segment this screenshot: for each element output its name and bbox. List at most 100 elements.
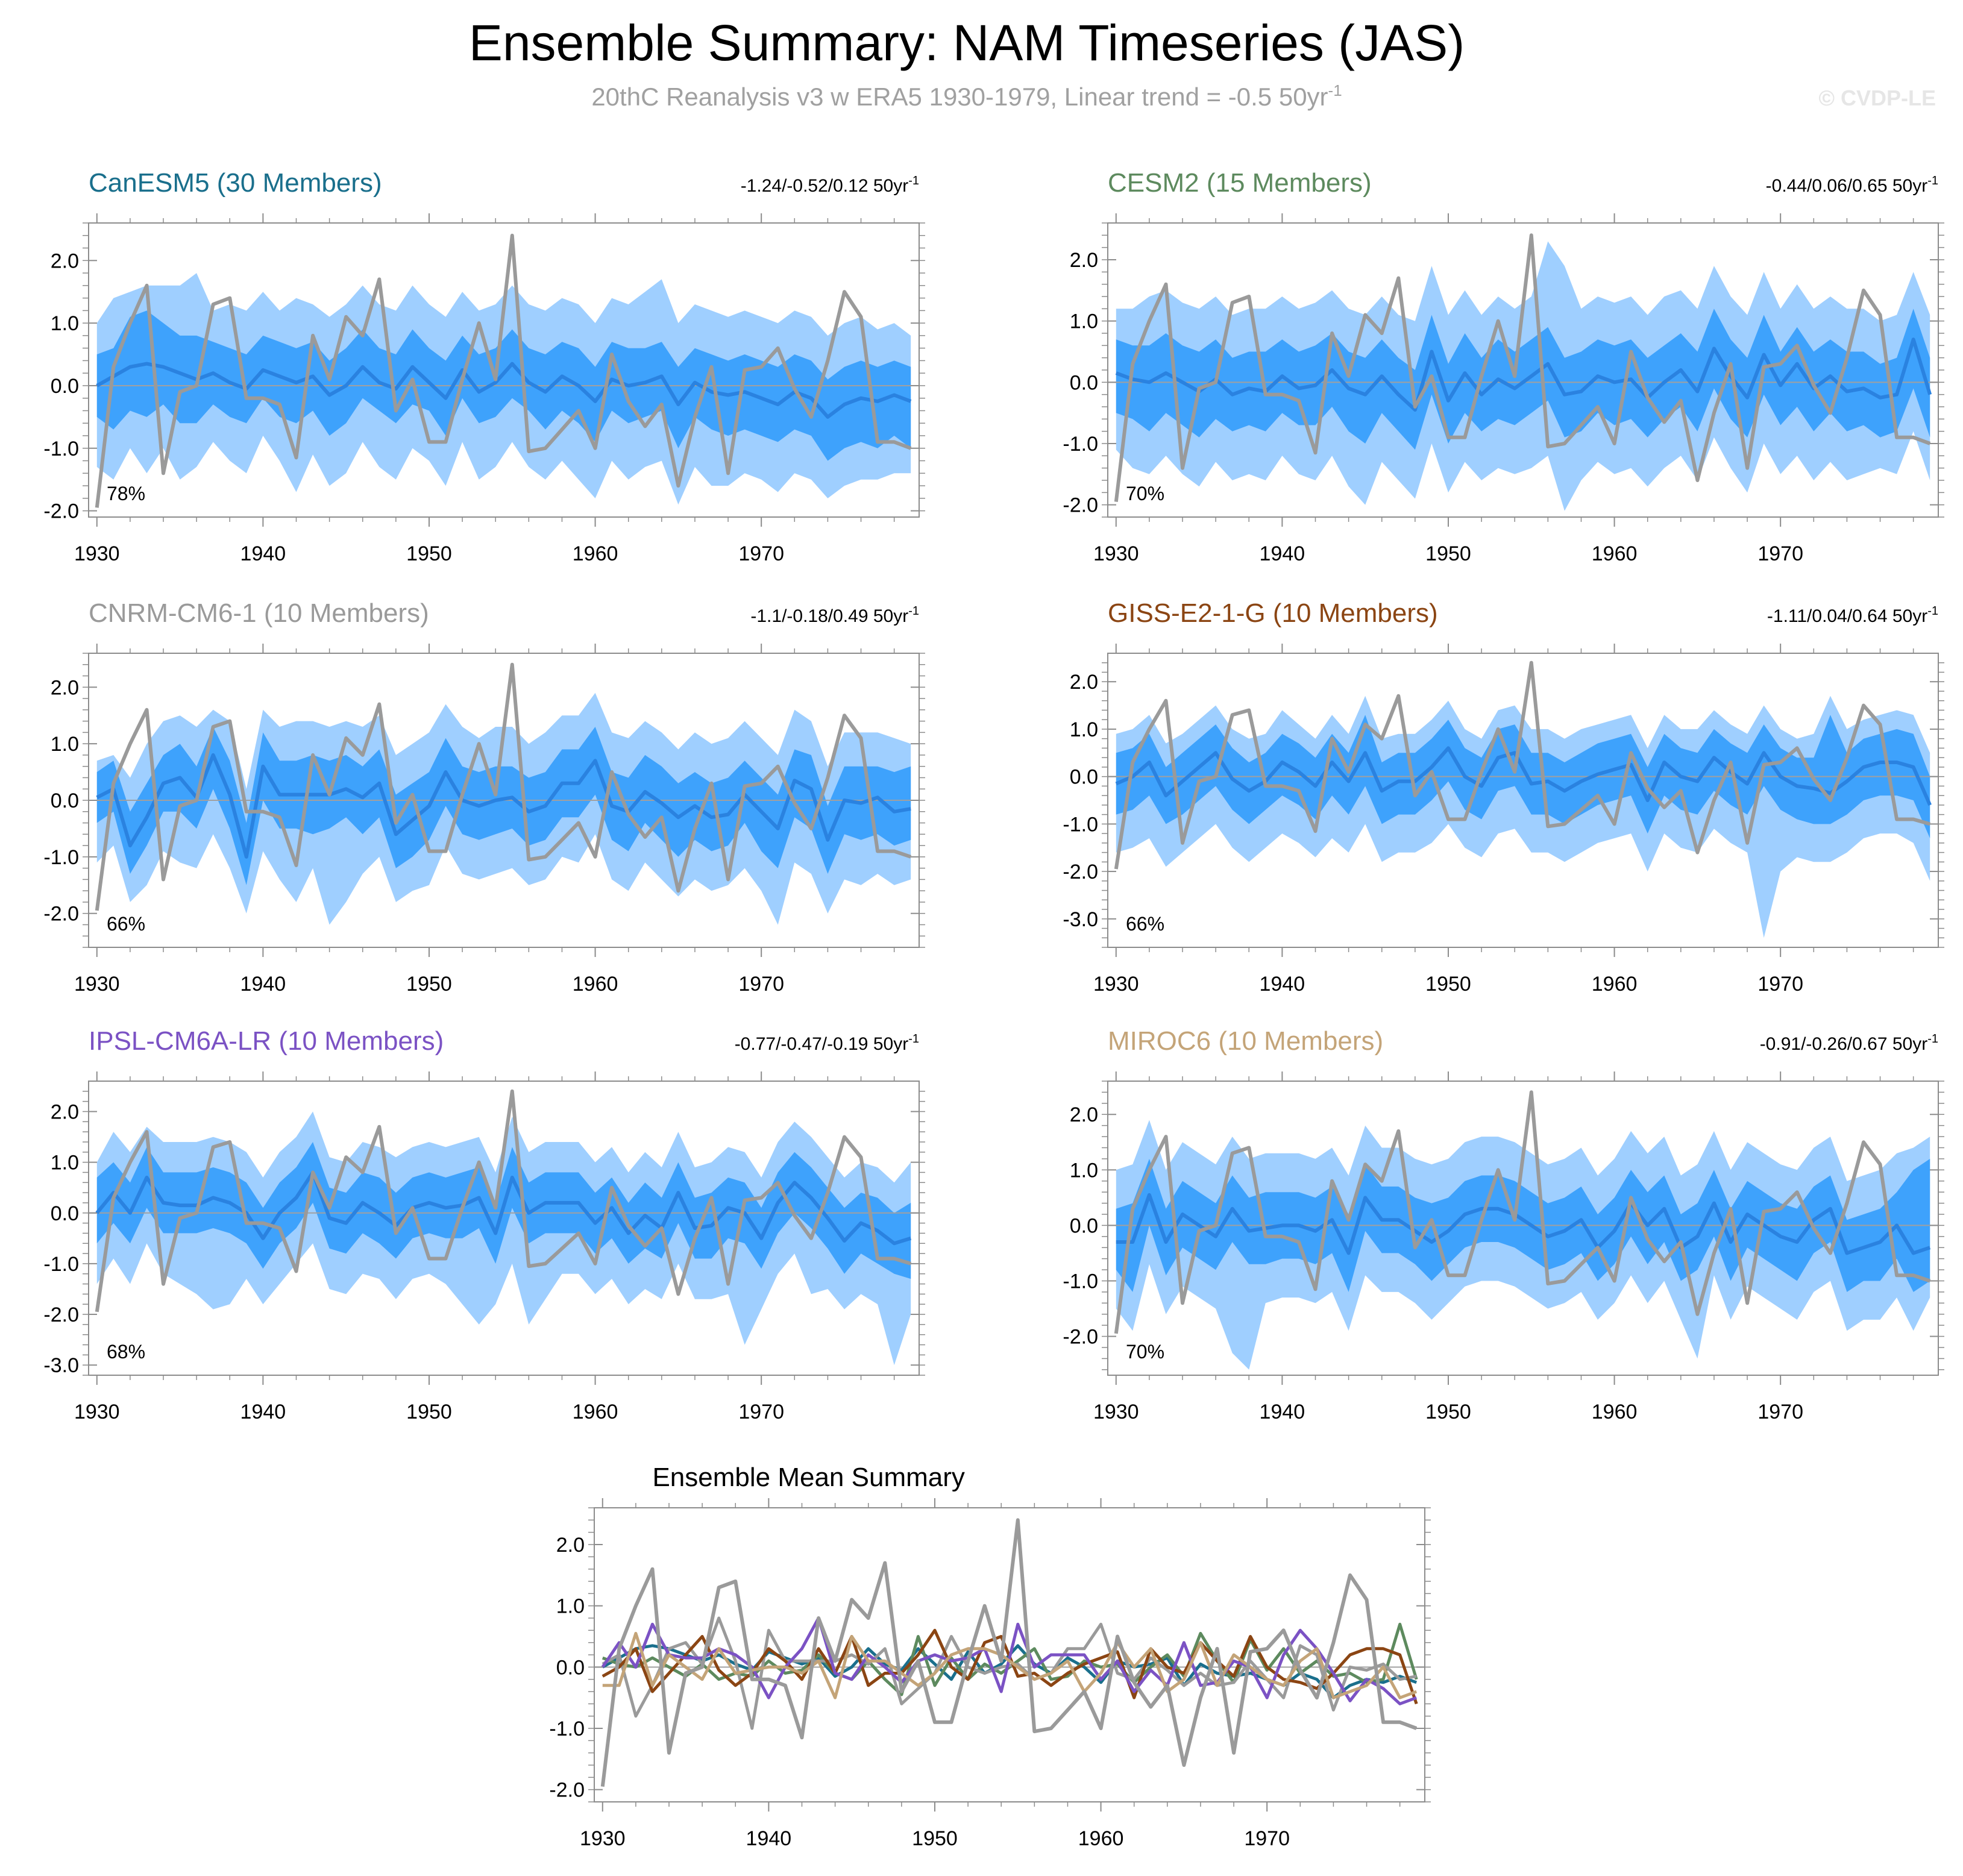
x-tick-label: 1970 (738, 1401, 784, 1423)
y-tick-label: 1.0 (51, 1152, 79, 1175)
x-tick-label: 1960 (1592, 542, 1638, 565)
ensemble-mean-line-miroc6 (602, 1631, 1418, 1699)
y-tick-label: 1.0 (51, 733, 79, 756)
y-tick-label: -1.0 (1063, 433, 1098, 456)
x-tick-label: 1960 (1078, 1827, 1124, 1850)
observed-line (1114, 660, 1931, 870)
y-tick-label: -2.0 (1063, 861, 1098, 883)
y-tick-label: 2.0 (1070, 1103, 1098, 1126)
trend-range-superscript: -1 (1927, 1032, 1938, 1046)
y-tick-label: 2.0 (556, 1534, 585, 1557)
y-tick-label: -1.0 (549, 1718, 585, 1740)
y-tick-label: 1.0 (556, 1595, 585, 1618)
y-tick-label: -2.0 (1063, 494, 1098, 517)
y-tick-label: 2.0 (51, 1100, 79, 1123)
panel-cesm2-15-members: -2.0 -1.0 0.0 1.0 2.0 1930 1940 1950 1960 1970 CES… (1063, 168, 1944, 565)
x-tick-label: 1940 (1260, 1401, 1305, 1423)
y-tick-label: -3.0 (1063, 908, 1098, 931)
y-tick-label: -1.0 (1063, 1270, 1098, 1293)
trend-range-text: -0.44/0.06/0.65 50yr (1766, 176, 1928, 196)
plot-area (89, 662, 919, 925)
observed-line (600, 1518, 1418, 1787)
x-tick-label: 1930 (74, 1401, 120, 1423)
panels-group: -2.0 -1.0 0.0 1.0 2.0 1930 1940 1950 1960 1970 Can… (43, 168, 1944, 1850)
plot-frame (1107, 653, 1939, 948)
x-tick-label: 1930 (74, 973, 120, 996)
y-tick-label: 0.0 (51, 1202, 79, 1225)
x-tick-label: 1960 (1592, 973, 1638, 996)
trend-range-text: -1.1/-0.18/0.49 50yr (750, 606, 908, 626)
trend-range-label: -0.77/-0.47/-0.19 50yr-1 (735, 1032, 919, 1054)
figure-subtitle-text: 20thC Reanalysis v3 w ERA5 1930-1979, Li… (591, 83, 1328, 111)
x-tick-label: 1960 (1592, 1401, 1638, 1423)
panel-title: IPSL-CM6A-LR (10 Members) (89, 1026, 444, 1056)
trend-range-superscript: -1 (908, 174, 919, 187)
y-tick-label: -1.0 (43, 438, 79, 460)
y-tick-label: -3.0 (43, 1354, 79, 1377)
trend-range-text: -0.91/-0.26/0.67 50yr (1760, 1034, 1928, 1054)
ensemble-mean-line-ipsl-cm6a-lr (601, 1616, 1418, 1705)
panel-giss-e2-1-g-10-members: -3.0 -2.0 -1.0 0.0 1.0 2.0 1930 1940 1950 1960 197… (1063, 598, 1944, 996)
x-tick-label: 1950 (1425, 542, 1471, 565)
panel-title: GISS-E2-1-G (10 Members) (1108, 598, 1438, 628)
x-tick-label: 1940 (1260, 542, 1305, 565)
spread-band-inner (96, 727, 911, 885)
x-tick-label: 1930 (1093, 1401, 1139, 1423)
x-tick-label: 1940 (240, 542, 286, 565)
trend-range-label: -1.11/0.04/0.64 50yr-1 (1767, 604, 1938, 626)
percent-label: 66% (107, 913, 145, 935)
x-tick-label: 1950 (406, 1401, 452, 1423)
x-tick-label: 1950 (406, 542, 452, 565)
panel-canesm5-30-members: -2.0 -1.0 0.0 1.0 2.0 1930 1940 1950 1960 1970 Can… (43, 168, 925, 565)
x-tick-label: 1960 (573, 542, 618, 565)
plot-area (594, 1518, 1425, 1787)
x-tick-label: 1970 (1757, 542, 1803, 565)
x-tick-label: 1940 (1260, 973, 1305, 996)
x-tick-label: 1930 (580, 1827, 626, 1850)
panel-ensemble-mean-summary: -2.0 -1.0 0.0 1.0 2.0 1930 1940 1950 1960 1970 Ens… (549, 1463, 1431, 1850)
plot-area (1108, 233, 1938, 511)
x-tick-label: 1930 (1093, 542, 1139, 565)
plot-area (1108, 660, 1938, 938)
y-tick-label: -1.0 (43, 846, 79, 869)
x-tick-label: 1970 (738, 973, 784, 996)
y-tick-label: 0.0 (1070, 766, 1098, 789)
y-tick-label: 1.0 (1070, 1159, 1098, 1182)
credit-watermark: © CVDP-LE (1818, 86, 1936, 110)
trend-range-label: -0.91/-0.26/0.67 50yr-1 (1760, 1032, 1938, 1054)
y-tick-label: 2.0 (1070, 249, 1098, 272)
trend-range-superscript: -1 (1927, 174, 1938, 187)
y-tick-label: -2.0 (43, 1303, 79, 1326)
plot-area (89, 233, 919, 508)
percent-label: 66% (1126, 913, 1164, 935)
observed-line (95, 662, 912, 911)
x-tick-label: 1950 (1425, 1401, 1471, 1423)
panel-title: CNRM-CM6-1 (10 Members) (89, 598, 429, 628)
trend-range-label: -0.44/0.06/0.65 50yr-1 (1766, 174, 1938, 196)
trend-range-text: -1.11/0.04/0.64 50yr (1767, 606, 1927, 626)
x-tick-label: 1970 (1244, 1827, 1290, 1850)
x-tick-label: 1970 (1757, 973, 1803, 996)
ensemble-mean-line (96, 362, 912, 419)
ensemble-mean-line (96, 753, 911, 859)
x-tick-label: 1950 (1425, 973, 1471, 996)
panel-miroc6-10-members: -2.0 -1.0 0.0 1.0 2.0 1930 1940 1950 1960 1970 MIR… (1063, 1026, 1944, 1423)
y-tick-label: -2.0 (43, 903, 79, 926)
y-tick-label: 0.0 (1070, 1214, 1098, 1237)
x-tick-label: 1950 (912, 1827, 958, 1850)
y-tick-label: 0.0 (51, 375, 79, 398)
ensemble-mean-line (95, 1170, 912, 1246)
percent-label: 70% (1126, 1341, 1164, 1363)
observed-line (95, 1089, 912, 1313)
plot-area (1108, 1090, 1938, 1370)
x-tick-label: 1960 (573, 973, 618, 996)
ensemble-mean-line (1115, 746, 1932, 806)
trend-range-superscript: -1 (908, 1032, 919, 1046)
trend-range-text: -1.24/-0.52/0.12 50yr (741, 176, 909, 196)
trend-range-text: -0.77/-0.47/-0.19 50yr (735, 1034, 909, 1054)
figure-subtitle-superscript: -1 (1328, 81, 1342, 99)
plot-frame (88, 222, 920, 518)
y-tick-label: -1.0 (43, 1253, 79, 1276)
observed-line (1114, 1090, 1931, 1334)
